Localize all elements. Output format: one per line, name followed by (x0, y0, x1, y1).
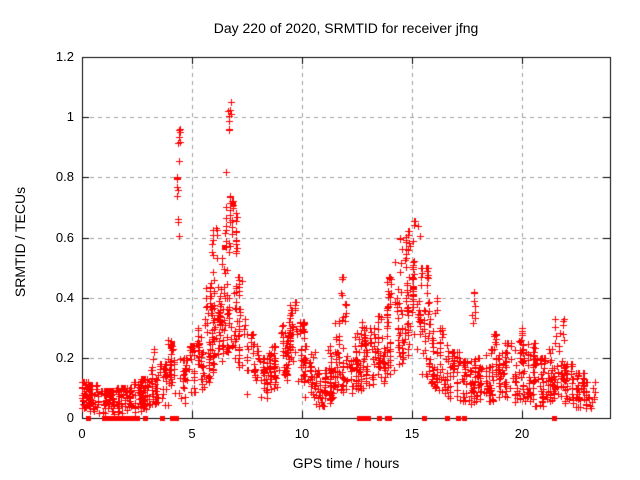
x-tick-label: 10 (294, 426, 310, 441)
y-tick-label: 1.2 (55, 49, 74, 64)
y-tick-label: 0.8 (55, 169, 74, 185)
x-tick-label: 5 (188, 426, 196, 441)
x-tick-label: 15 (404, 426, 420, 441)
y-tick-label: 0.2 (55, 349, 74, 365)
x-axis-label: GPS time / hours (292, 455, 400, 471)
y-tick-label: 0.4 (55, 289, 74, 305)
x-tick-label: 0 (78, 426, 86, 441)
y-tick-label: 1 (66, 109, 74, 125)
y-tick-label: 0 (66, 410, 74, 425)
chart-title: Day 220 of 2020, SRMTID for receiver jfn… (213, 20, 479, 36)
y-tick-label: 0.6 (55, 229, 74, 245)
x-tick-label: 20 (514, 426, 530, 441)
